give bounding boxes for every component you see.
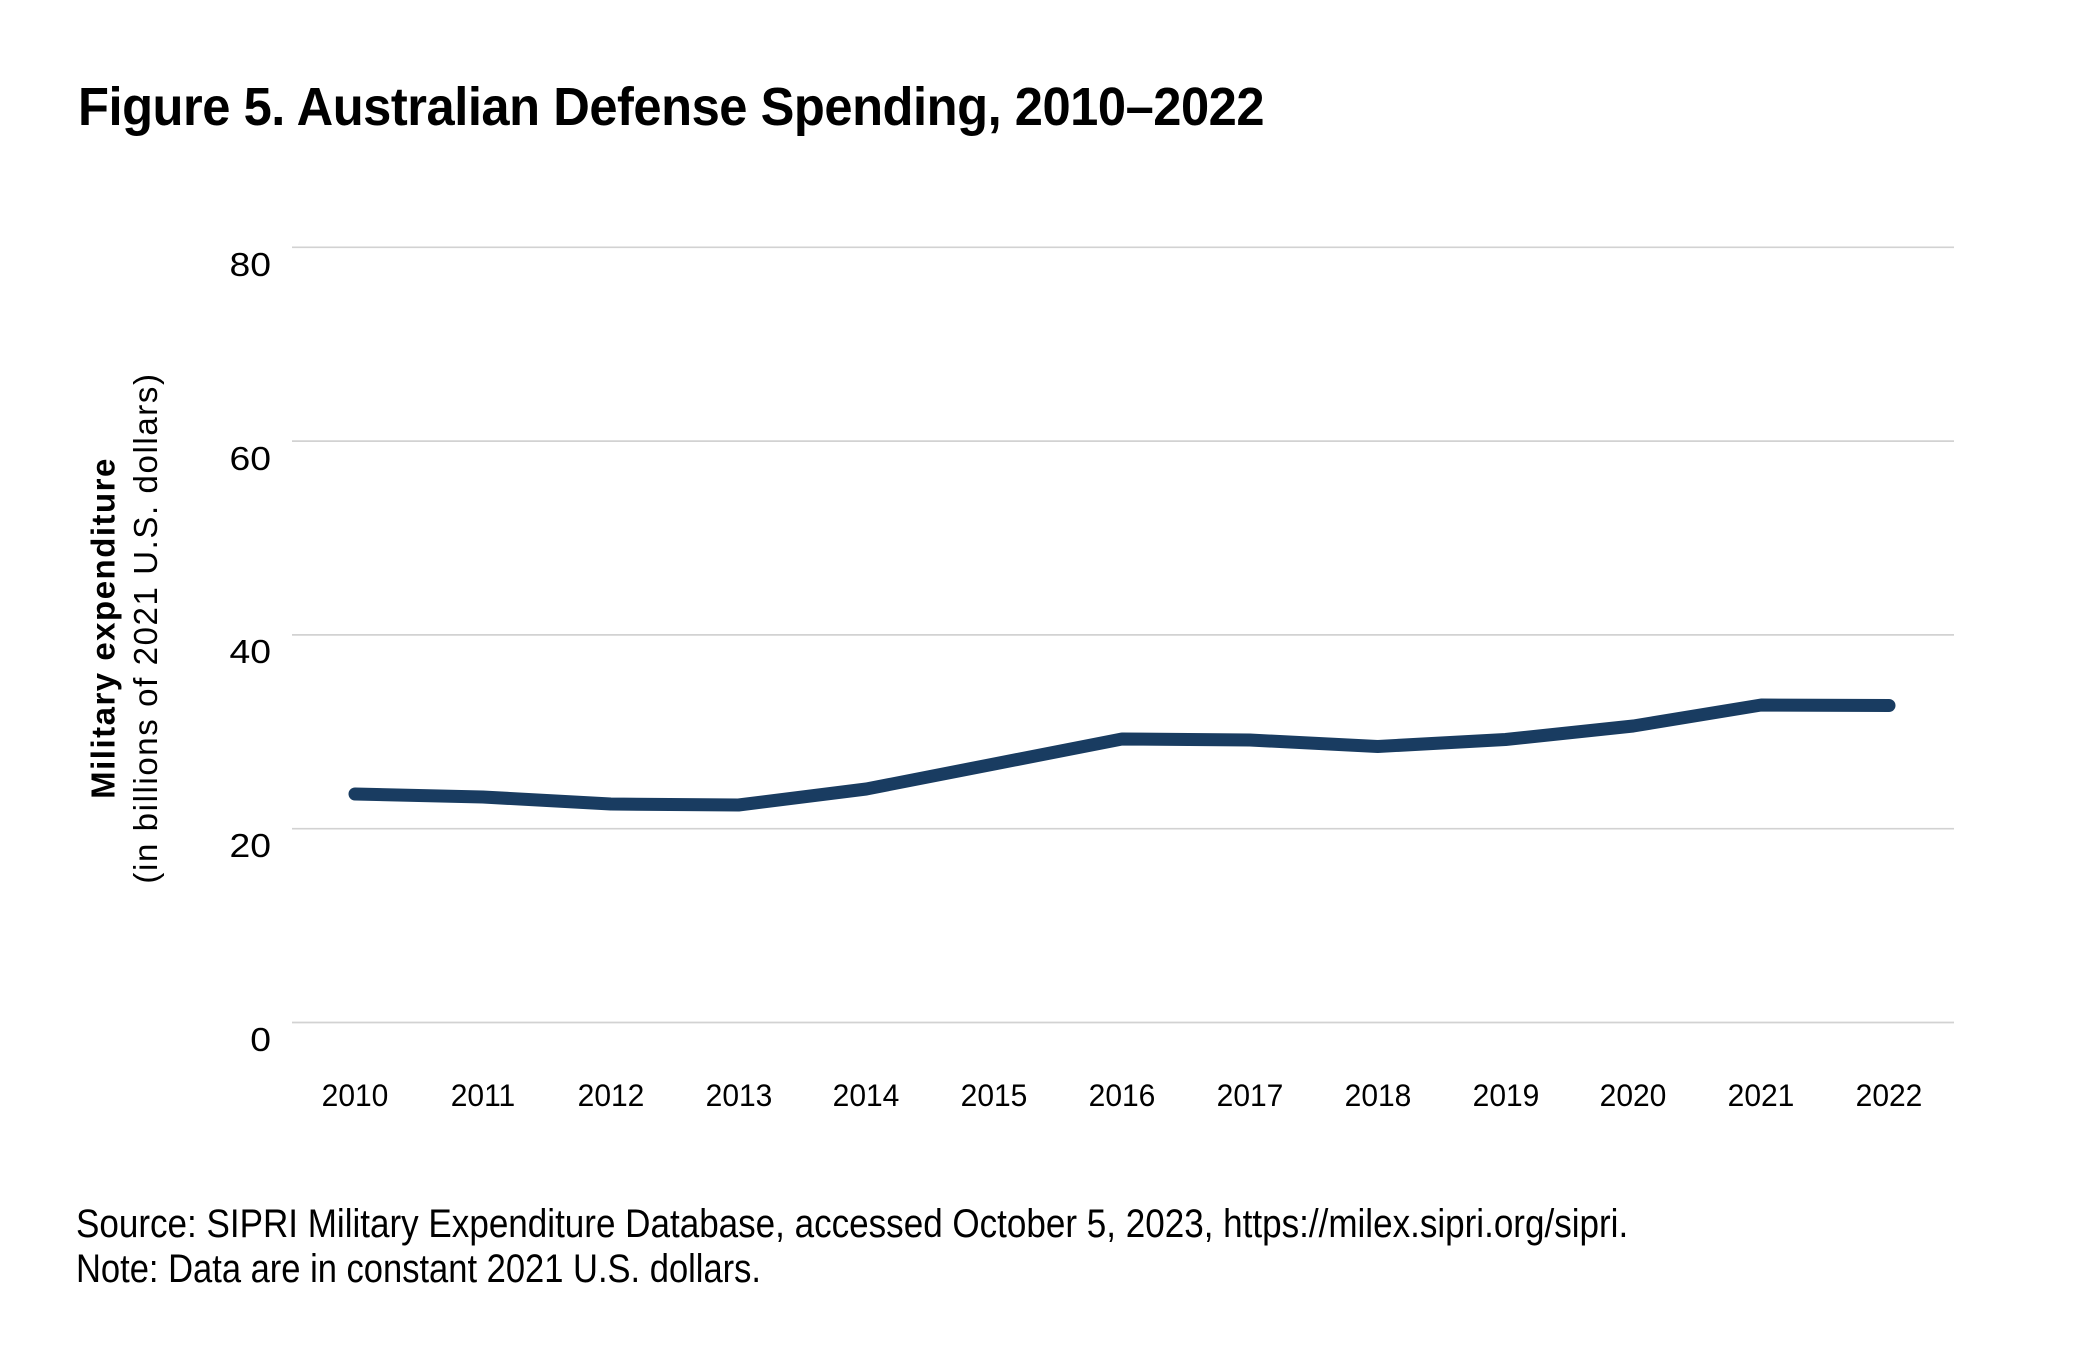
svg-text:Military expenditure: Military expenditure bbox=[85, 457, 122, 799]
svg-text:(in billions of 2021 U.S. doll: (in billions of 2021 U.S. dollars) bbox=[127, 372, 164, 883]
